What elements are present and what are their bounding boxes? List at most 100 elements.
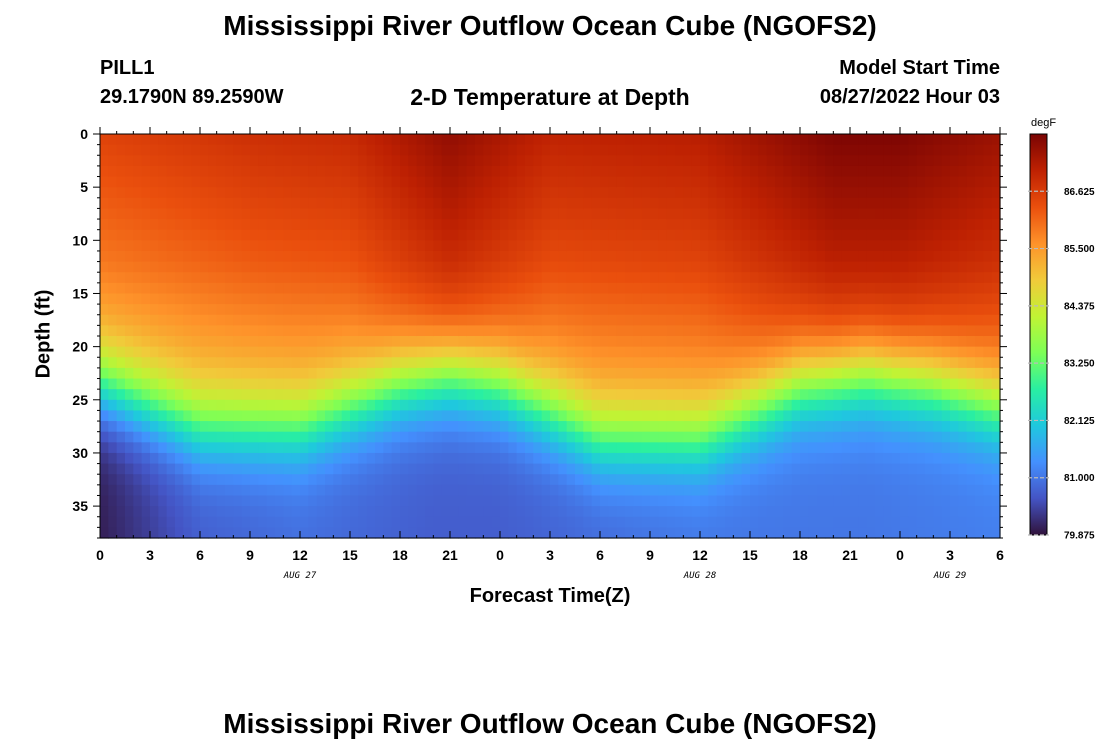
- heatmap-cell: [250, 421, 259, 433]
- heatmap-cell: [691, 282, 701, 295]
- heatmap-cell: [441, 197, 451, 210]
- heatmap-cell: [741, 282, 751, 295]
- heatmap-cell: [533, 484, 543, 497]
- heatmap-cell: [400, 346, 409, 358]
- heatmap-cell: [666, 346, 676, 358]
- heatmap-cell: [833, 442, 843, 454]
- heatmap-cell: [958, 357, 968, 369]
- heatmap-cell: [741, 187, 751, 199]
- heatmap-cell: [866, 293, 876, 305]
- heatmap-cell: [225, 484, 234, 497]
- heatmap-cell: [991, 261, 1001, 273]
- heatmap-cell: [775, 282, 784, 295]
- heatmap-cell: [550, 378, 559, 390]
- heatmap-cell: [158, 389, 168, 401]
- heatmap-cell: [841, 155, 851, 167]
- heatmap-cell: [433, 484, 443, 497]
- heatmap-cell: [925, 250, 934, 263]
- heatmap-cell: [425, 293, 434, 305]
- heatmap-cell: [208, 155, 218, 167]
- heatmap-cell: [250, 197, 259, 210]
- heatmap-cell: [625, 165, 634, 178]
- heatmap-cell: [125, 474, 134, 486]
- heatmap-cell: [758, 410, 768, 422]
- heatmap-cell: [850, 144, 859, 156]
- heatmap-cell: [141, 165, 151, 178]
- heatmap-cell: [416, 527, 426, 539]
- heatmap-cell: [858, 165, 868, 178]
- heatmap-cell: [683, 452, 693, 465]
- heatmap-cell: [533, 421, 543, 433]
- heatmap-cell: [841, 506, 851, 518]
- heatmap-cell: [458, 421, 468, 433]
- heatmap-cell: [975, 442, 984, 454]
- heatmap-cell: [733, 527, 743, 539]
- heatmap-cell: [883, 442, 893, 454]
- heatmap-cell: [808, 389, 818, 401]
- heatmap-cell: [100, 208, 109, 220]
- heatmap-cell: [583, 336, 593, 348]
- heatmap-cell: [216, 484, 226, 497]
- heatmap-cell: [908, 378, 918, 390]
- heatmap-cell: [533, 197, 543, 210]
- heatmap-cell: [450, 389, 459, 401]
- heatmap-cell: [408, 378, 418, 390]
- heatmap-cell: [625, 484, 634, 497]
- heatmap-cell: [825, 484, 834, 497]
- heatmap-cell: [941, 272, 951, 284]
- heatmap-cell: [200, 304, 209, 316]
- heatmap-cell: [675, 165, 684, 178]
- heatmap-cell: [633, 410, 643, 422]
- heatmap-cell: [583, 389, 593, 401]
- heatmap-cell: [400, 155, 409, 167]
- heatmap-cell: [791, 165, 801, 178]
- heatmap-cell: [808, 219, 818, 231]
- heatmap-cell: [550, 474, 559, 486]
- heatmap-cell: [683, 357, 693, 369]
- heatmap-cell: [533, 410, 543, 422]
- heatmap-cell: [600, 208, 609, 220]
- heatmap-cell: [950, 240, 959, 252]
- heatmap-cell: [216, 134, 226, 146]
- heatmap-cell: [708, 367, 718, 380]
- heatmap-cell: [683, 134, 693, 146]
- heatmap-cell: [416, 197, 426, 210]
- heatmap-cell: [116, 452, 126, 465]
- heatmap-cell: [325, 346, 334, 358]
- heatmap-cell: [375, 187, 384, 199]
- heatmap-cell: [700, 452, 709, 465]
- heatmap-cell: [808, 240, 818, 252]
- heatmap-cell: [233, 219, 243, 231]
- heatmap-cell: [725, 484, 734, 497]
- heatmap-cell: [583, 261, 593, 273]
- heatmap-cell: [700, 367, 709, 380]
- heatmap-cell: [925, 452, 934, 465]
- heatmap-cell: [391, 336, 401, 348]
- heatmap-cell: [433, 229, 443, 241]
- heatmap-cell: [358, 187, 368, 199]
- heatmap-cell: [491, 165, 501, 178]
- heatmap-cell: [241, 516, 251, 528]
- heatmap-cell: [358, 474, 368, 486]
- x-tick-label: 12: [292, 547, 308, 563]
- heatmap-cell: [800, 378, 809, 390]
- heatmap-cell: [800, 431, 809, 443]
- heatmap-cell: [816, 293, 826, 305]
- heatmap-cell: [125, 144, 134, 156]
- heatmap-cell: [100, 506, 109, 518]
- heatmap-cell: [483, 293, 493, 305]
- heatmap-cell: [791, 399, 801, 412]
- heatmap-cell: [391, 304, 401, 316]
- heatmap-cell: [491, 325, 501, 337]
- heatmap-cell: [525, 336, 534, 348]
- heatmap-cell: [325, 474, 334, 486]
- heatmap-cell: [241, 527, 251, 539]
- heatmap-cell: [608, 272, 618, 284]
- heatmap-cell: [250, 463, 259, 475]
- heatmap-cell: [383, 197, 393, 210]
- heatmap-cell: [525, 240, 534, 252]
- heatmap-cell: [966, 367, 976, 380]
- heatmap-cell: [300, 389, 309, 401]
- heatmap-cell: [216, 506, 226, 518]
- heatmap-cell: [866, 527, 876, 539]
